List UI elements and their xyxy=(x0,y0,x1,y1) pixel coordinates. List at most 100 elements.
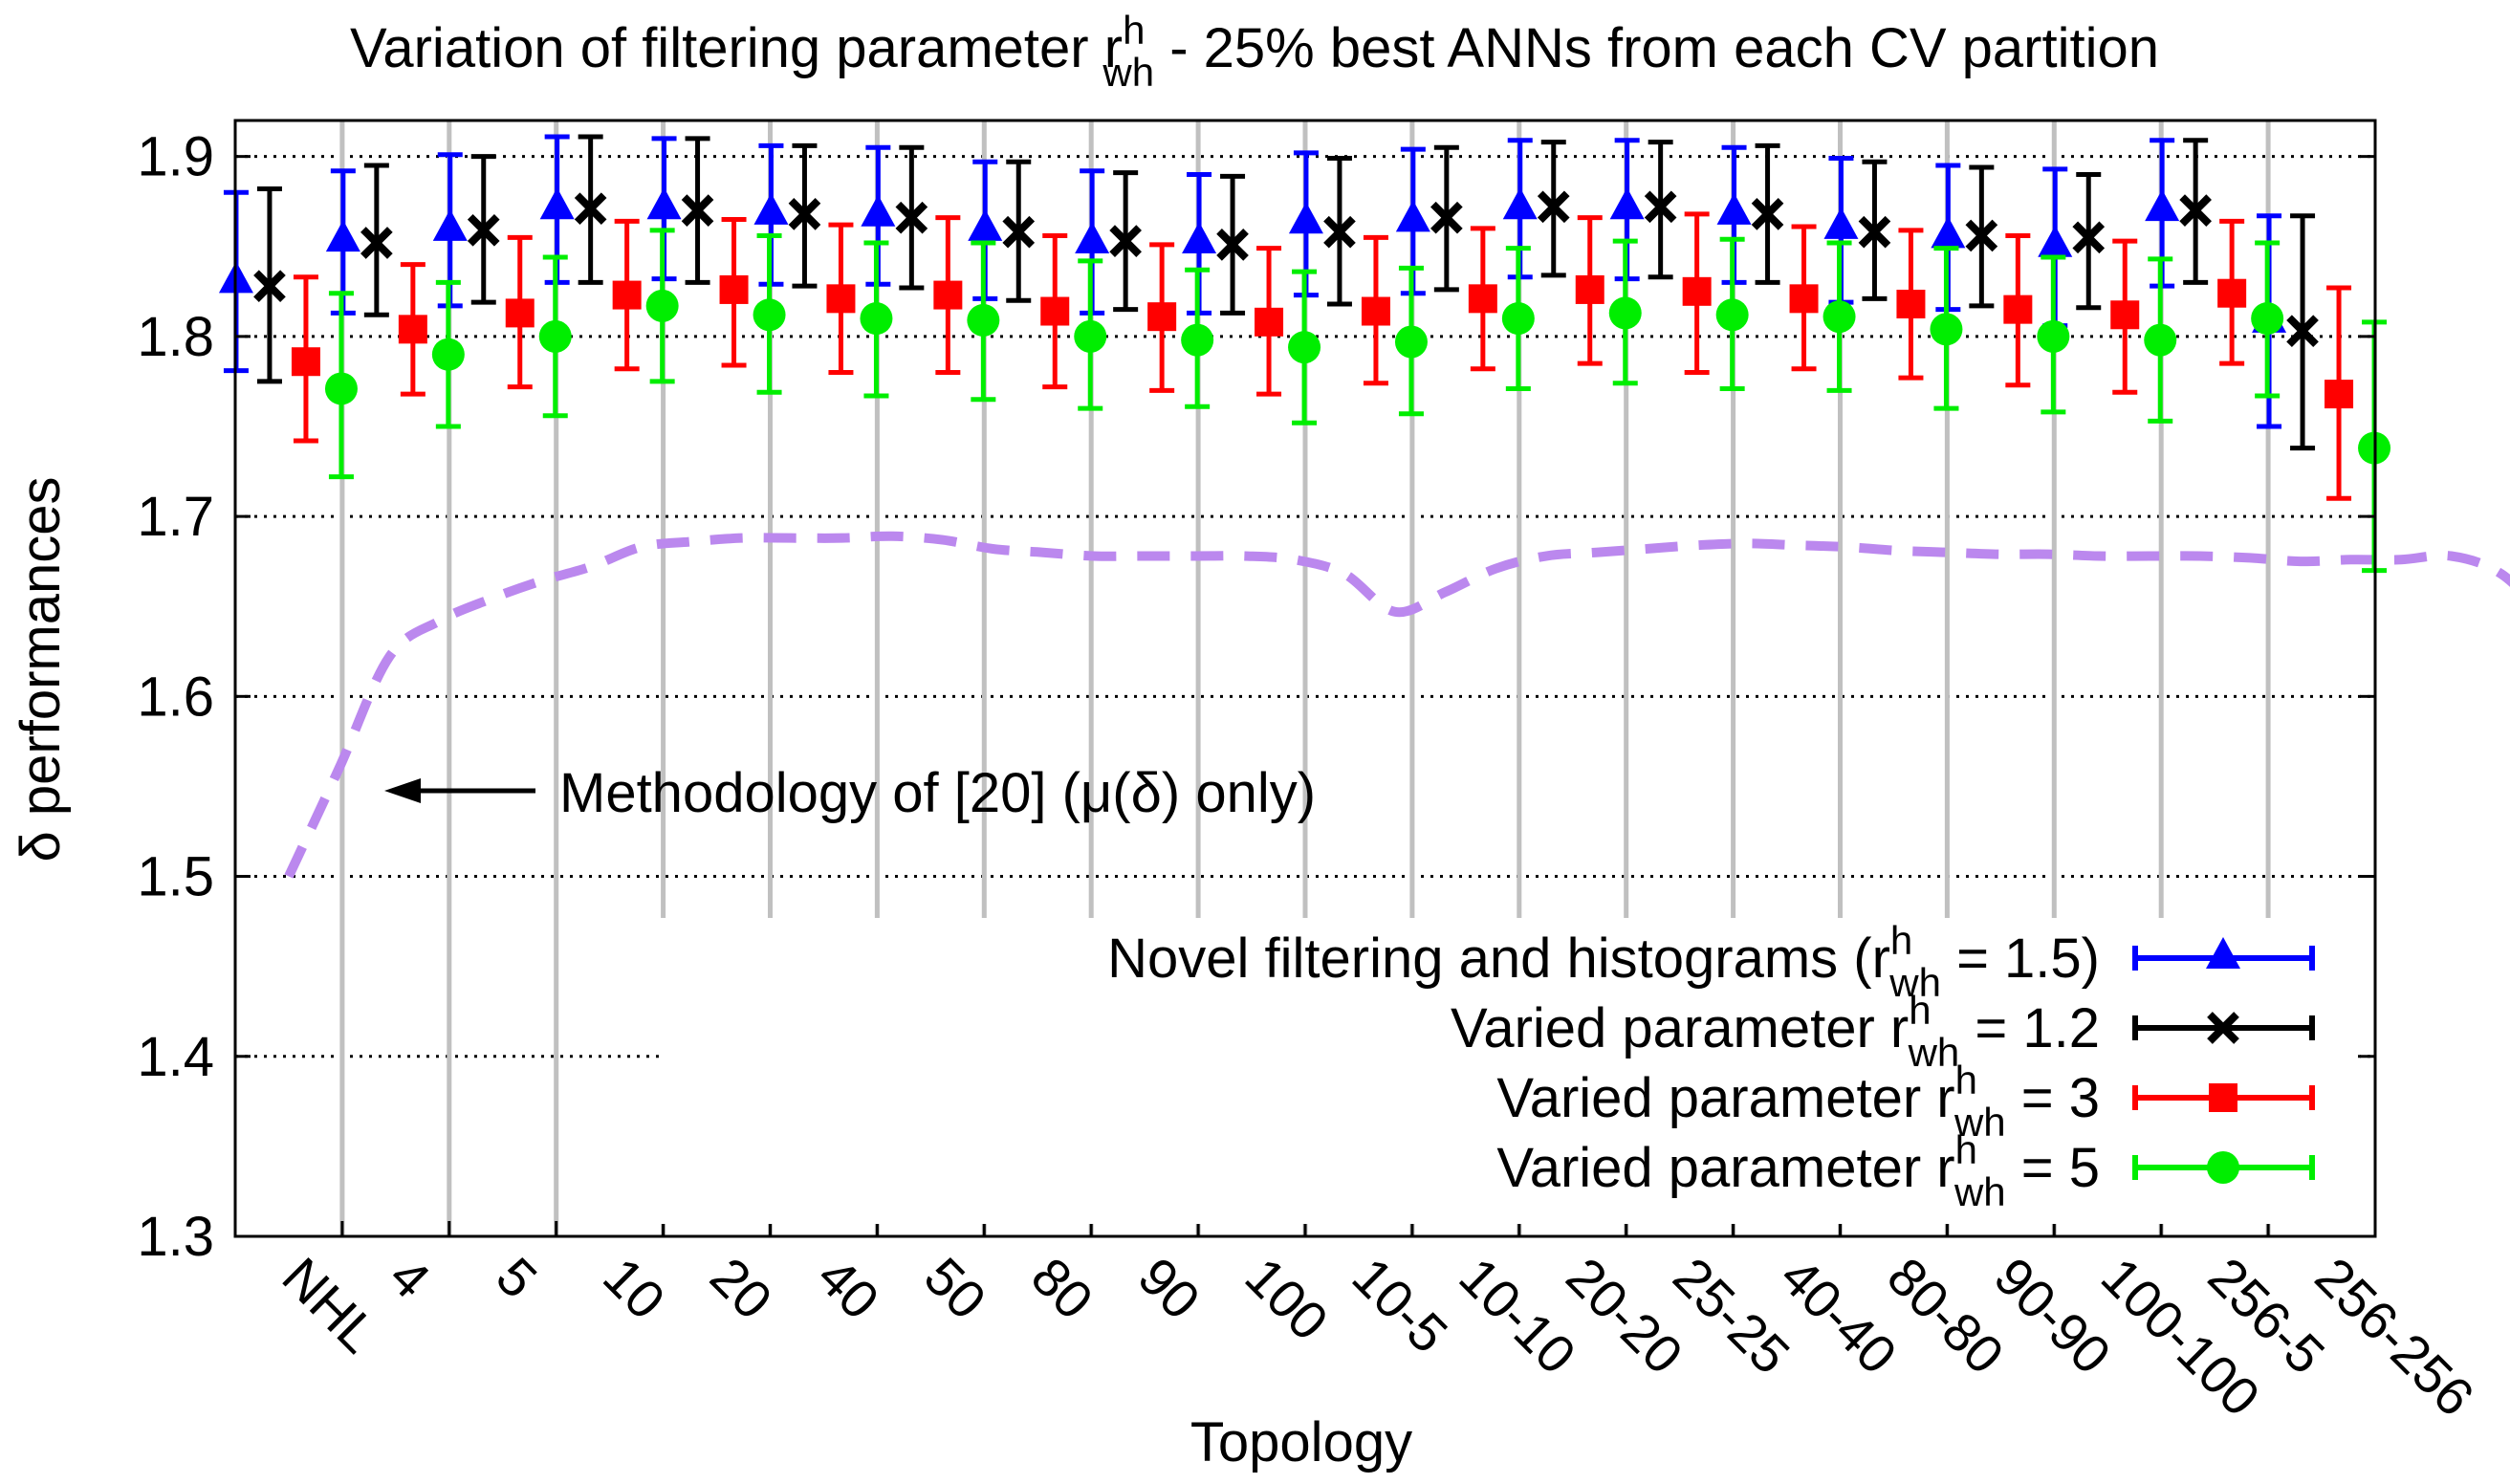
data-point xyxy=(1715,298,1749,332)
x-tick-label: 5 xyxy=(485,1246,549,1310)
x-tick-label: 40-40 xyxy=(1769,1246,1909,1386)
reference-line xyxy=(284,531,2510,879)
data-point xyxy=(1609,187,1645,220)
data-point xyxy=(1716,192,1752,225)
legend: Novel filtering and histograms (rh wh = 1… xyxy=(660,918,2352,1224)
y-tick-label: 1.3 xyxy=(137,1206,214,1268)
cross-stroke xyxy=(2072,221,2106,254)
chart-title: Variation of filtering parameter rh wh - … xyxy=(350,8,2159,95)
data-point xyxy=(2037,319,2070,353)
data-point xyxy=(1040,296,1070,326)
annotation-arrow-head xyxy=(384,778,421,803)
data-point xyxy=(753,192,789,225)
cross-stroke xyxy=(1751,198,1784,230)
x-tick-label: 10-5 xyxy=(1341,1246,1459,1364)
data-point xyxy=(861,194,896,227)
legend-label: Varied parameter rh wh = 1.2 xyxy=(1451,988,2100,1075)
cross-stroke xyxy=(895,201,928,234)
data-point xyxy=(646,187,682,220)
data-point xyxy=(1430,201,1463,234)
series-circle xyxy=(324,228,2391,574)
cross-stroke xyxy=(1430,201,1463,234)
legend-entry: Varied parameter rh wh = 3 xyxy=(1496,1058,2315,1145)
y-tick-label: 1.5 xyxy=(137,846,214,908)
y-tick-label: 1.8 xyxy=(137,306,214,368)
x-tick-label: 25-25 xyxy=(1662,1246,1801,1386)
data-point xyxy=(1361,296,1390,326)
title-prefix: Variation of filtering parameter r xyxy=(350,17,1123,79)
legend-marker xyxy=(2207,1151,2239,1184)
cross-stroke xyxy=(1537,190,1570,224)
data-point xyxy=(1002,215,1036,249)
legend-marker xyxy=(2207,1012,2239,1044)
cross-stroke xyxy=(574,192,607,226)
data-point xyxy=(1394,325,1428,359)
title-sup: h xyxy=(1123,8,1145,53)
data-point xyxy=(1965,219,1998,252)
data-point xyxy=(1216,229,1249,261)
y-tick-label: 1.6 xyxy=(137,666,214,728)
data-point xyxy=(291,347,320,377)
data-point xyxy=(253,270,286,302)
series-cross xyxy=(253,134,2319,451)
data-point xyxy=(1109,225,1142,257)
data-point xyxy=(2110,300,2140,330)
data-point xyxy=(612,280,642,310)
series-triangle xyxy=(218,134,2287,429)
data-point xyxy=(1502,187,1538,220)
legend-marker xyxy=(2209,1083,2237,1112)
data-point xyxy=(467,213,500,247)
data-point xyxy=(1751,198,1784,230)
cross-stroke xyxy=(788,198,821,230)
x-tick-label: NHL xyxy=(271,1246,389,1364)
data-point xyxy=(1288,331,1321,364)
data-point xyxy=(1930,313,1963,346)
data-point xyxy=(539,187,575,220)
data-point xyxy=(1075,221,1110,253)
data-point xyxy=(1931,216,1966,249)
cross-stroke xyxy=(1216,229,1249,261)
data-point xyxy=(1608,296,1642,330)
data-point xyxy=(1395,200,1430,232)
y-tick-label: 1.7 xyxy=(137,486,214,548)
legend-entry: Varied parameter rh wh = 5 xyxy=(1496,1127,2315,1214)
data-point xyxy=(1468,284,1497,314)
x-tick-label: 50 xyxy=(913,1246,998,1331)
data-point xyxy=(1644,190,1677,224)
title-suffix: - 25% best ANNs from each CV partition xyxy=(1154,17,2159,79)
reference-annotation: Methodology of [20] (μ(δ) only) xyxy=(384,762,1316,824)
data-point xyxy=(2072,221,2106,254)
cross-stroke xyxy=(2207,1012,2239,1044)
data-point xyxy=(1858,215,1891,249)
x-tick-label: 10-10 xyxy=(1448,1246,1587,1386)
legend-marker xyxy=(2206,937,2240,969)
cross-stroke xyxy=(467,213,500,247)
data-point xyxy=(360,227,393,259)
data-point xyxy=(968,208,1003,241)
data-point xyxy=(431,338,465,371)
cross-stroke xyxy=(1965,219,1998,252)
data-point xyxy=(2324,380,2354,409)
legend-label: Novel filtering and histograms (rh wh = 1… xyxy=(1107,918,2100,1005)
x-tick-label: 20-20 xyxy=(1555,1246,1694,1386)
data-point xyxy=(645,289,679,322)
data-point xyxy=(574,192,607,226)
data-point xyxy=(1823,207,1859,239)
data-point xyxy=(1682,276,1712,306)
data-point xyxy=(681,194,714,227)
x-tick-label: 90 xyxy=(1127,1246,1212,1331)
reference-line-layer xyxy=(284,531,2510,879)
x-tick-label: 80 xyxy=(1020,1246,1105,1331)
data-point xyxy=(1501,302,1535,336)
y-axis-label: δ performances xyxy=(10,477,72,862)
cross-stroke xyxy=(1323,215,1356,249)
data-point xyxy=(1537,190,1570,224)
cross-stroke xyxy=(2286,315,2319,348)
data-point xyxy=(895,201,928,234)
data-point xyxy=(1896,289,1926,318)
x-tick-label: 10 xyxy=(592,1246,677,1331)
data-point xyxy=(2286,315,2319,348)
x-tick-label: 40 xyxy=(806,1246,891,1331)
data-point xyxy=(325,220,360,252)
